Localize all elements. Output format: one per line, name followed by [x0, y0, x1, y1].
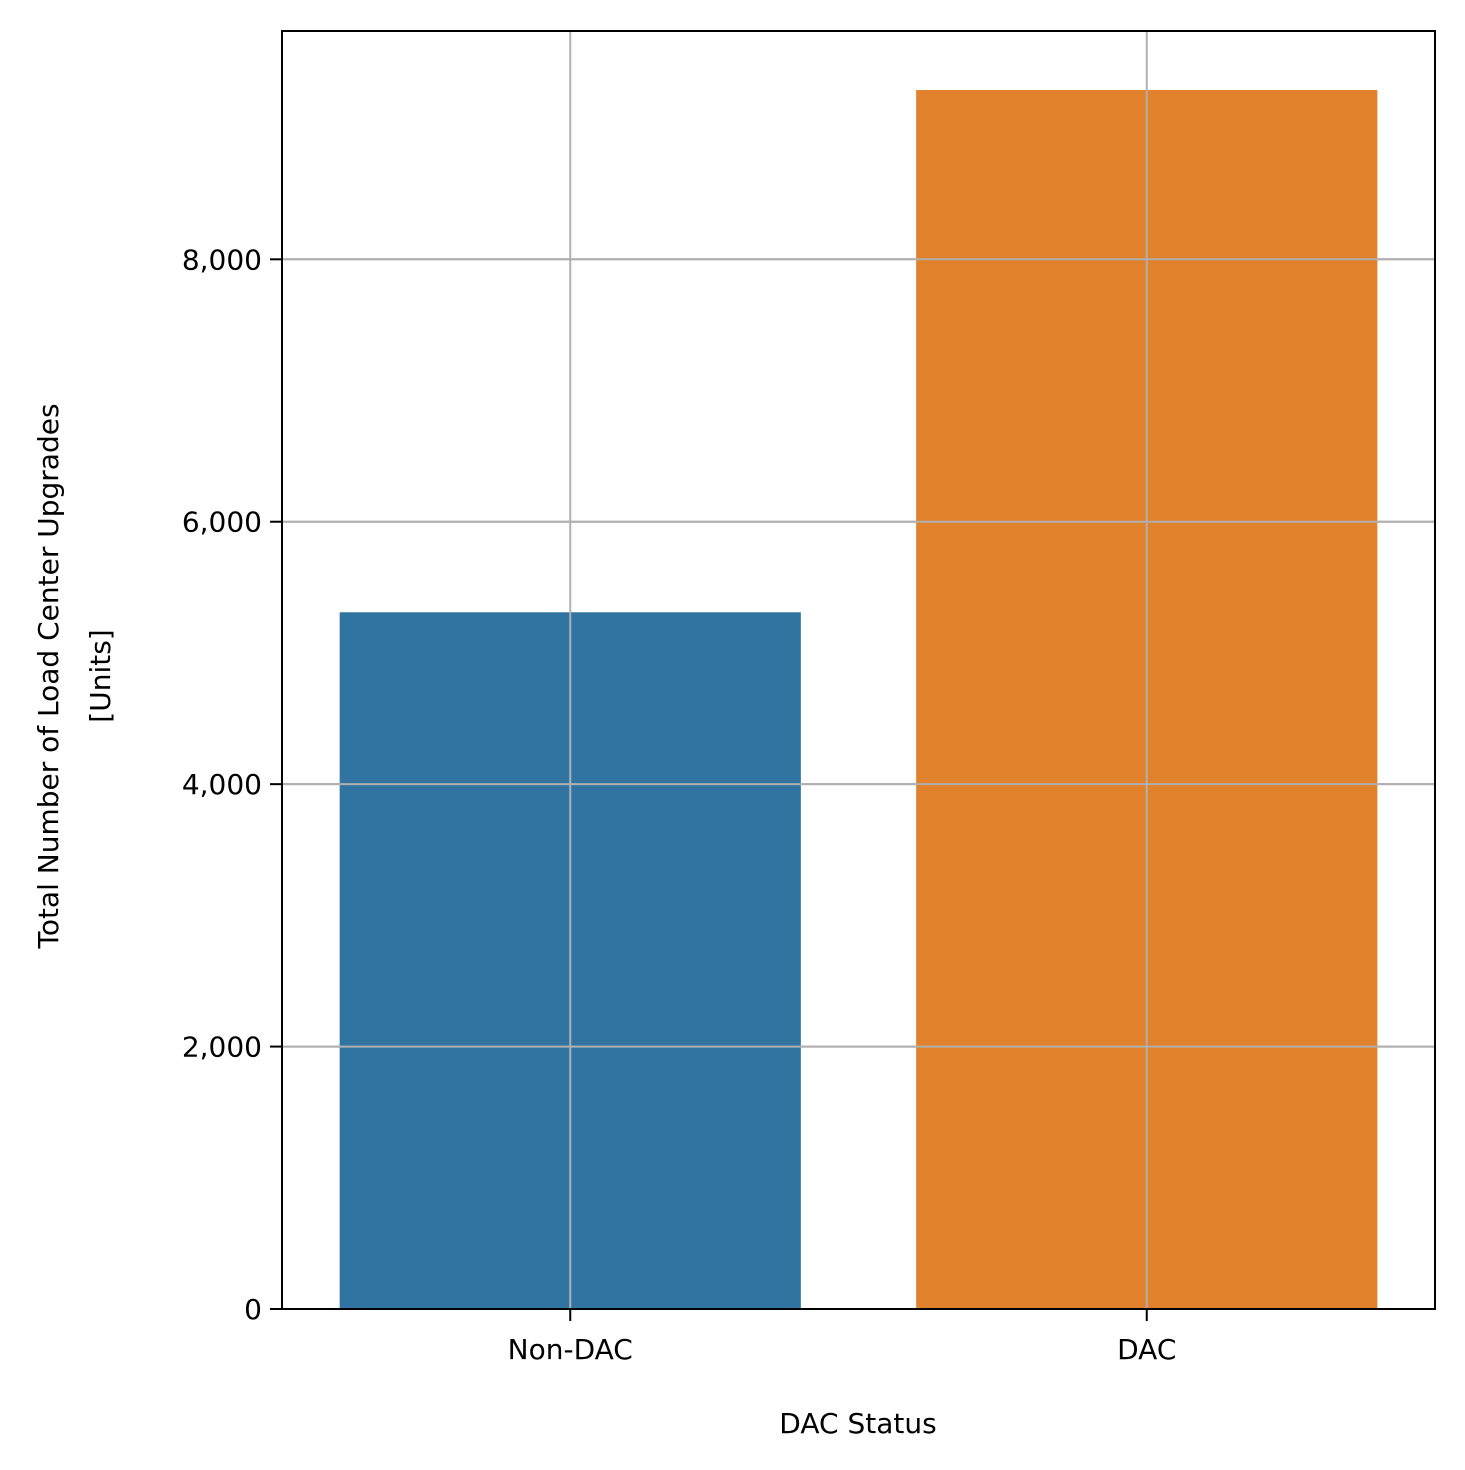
x-tick-label: DAC — [1117, 1333, 1176, 1366]
axis-ticks: 0 2,000 4,000 6,000 8,000 Non-DAC DAC — [182, 243, 1177, 1366]
x-tick-label: Non-DAC — [508, 1333, 633, 1366]
plot-frame — [281, 30, 1436, 1310]
y-tick-label: 0 — [244, 1293, 262, 1326]
y-tick-label: 2,000 — [182, 1031, 262, 1064]
y-tick-label: 8,000 — [182, 243, 262, 276]
y-tick-label: 6,000 — [182, 506, 262, 539]
y-tick-label: 4,000 — [182, 768, 262, 801]
bars — [339, 90, 1378, 1310]
y-axis-title-line-2: [Units] — [84, 629, 117, 722]
overlay-grid-lines — [282, 31, 1435, 1309]
x-axis-title: DAC Status — [779, 1407, 936, 1440]
y-axis-title-line-1: Total Number of Load Center Upgrades — [32, 403, 65, 949]
